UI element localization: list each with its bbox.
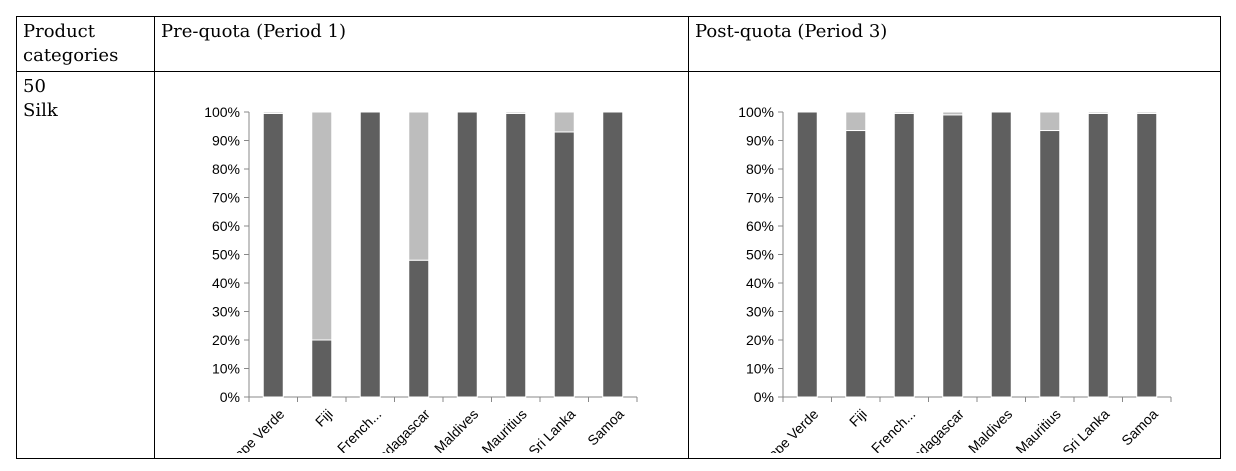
bar-segment-dark [602, 111, 624, 398]
y-tick-label: 0% [754, 389, 774, 405]
bar-segment-light [408, 111, 430, 261]
header-product-line1: Product [23, 21, 95, 42]
bar-segment-light [553, 111, 575, 133]
x-category-label: Maldives [431, 406, 481, 453]
x-category-label: Sri Lanka [1059, 406, 1112, 453]
header-product-categories: Product categories [16, 16, 155, 72]
x-category-label: Mauritius [1012, 406, 1063, 453]
post-quota-chart-cell: 0% 10% 20% 30% 40% 50% 60% 70% 80% 90% 100% Cape Ve… [688, 71, 1221, 471]
bar-segment-light [845, 111, 867, 132]
x-category-label: Sri Lanka [525, 406, 578, 453]
category-code: 50 [23, 76, 46, 97]
x-category-label: Fiji [312, 406, 336, 430]
y-tick-label: 80% [746, 161, 774, 177]
x-category-label: French... [334, 406, 384, 453]
category-name: Silk [23, 100, 58, 121]
bar-segment-dark [845, 130, 867, 398]
bar-segment-dark [796, 111, 818, 398]
bar-segment-dark [893, 112, 915, 398]
x-category-label: Cape Verde [224, 406, 288, 453]
table-row: 50 Silk 0% 10% 20% 30% 40% 50% 60% 70% 80% 90% 100… [16, 71, 1221, 471]
bar-segment-light [1087, 111, 1109, 114]
pre-quota-chart-cell: 0% 10% 20% 30% 40% 50% 60% 70% 80% 90% 100% Cape Ve… [154, 71, 689, 471]
bar-segment-light [505, 111, 527, 114]
x-category-label: Mauritius [478, 406, 529, 453]
y-tick-label: 60% [212, 218, 240, 234]
bar-segment-dark [1136, 112, 1158, 398]
bar-segment-dark [505, 112, 527, 398]
header-pre-quota: Pre-quota (Period 1) [154, 16, 689, 72]
header-product-line2: categories [23, 45, 119, 66]
bar-segment-light [1039, 111, 1061, 132]
y-tick-label: 40% [746, 275, 774, 291]
bar-segment-dark [311, 339, 333, 398]
y-tick-label: 80% [212, 161, 240, 177]
pre-quota-stacked-bar-chart: 0% 10% 20% 30% 40% 50% 60% 70% 80% 90% 100% Cape Ve… [204, 104, 638, 471]
bar-segment-dark [408, 259, 430, 398]
y-tick-label: 20% [746, 332, 774, 348]
y-tick-label: 50% [212, 247, 240, 263]
x-category-label: Samoa [1118, 406, 1161, 449]
y-tick-label: 50% [746, 247, 774, 263]
bar-segment-light [1136, 111, 1158, 114]
bar-segment-light [262, 111, 284, 114]
y-tick-label: 40% [212, 275, 240, 291]
y-tick-label: 0% [220, 389, 240, 405]
y-tick-label: 90% [746, 133, 774, 149]
y-tick-label: 90% [212, 133, 240, 149]
bar-segment-dark [1087, 112, 1109, 398]
post-quota-stacked-bar-chart: 0% 10% 20% 30% 40% 50% 60% 70% 80% 90% 100% Cape Ve… [738, 104, 1172, 471]
y-tick-label: 100% [204, 104, 240, 120]
bar-segment-light [893, 111, 915, 114]
category-cell: 50 Silk [16, 71, 155, 459]
bar-segment-dark [456, 111, 478, 398]
bar-segment-dark [359, 111, 381, 398]
table-header-row: Product categories Pre-quota (Period 1) … [16, 16, 1221, 72]
y-tick-label: 30% [746, 304, 774, 320]
y-tick-label: 30% [212, 304, 240, 320]
y-tick-label: 10% [746, 361, 774, 377]
x-category-label: Maldives [965, 406, 1015, 453]
bar-segment-dark [942, 114, 964, 398]
y-tick-label: 10% [212, 361, 240, 377]
x-category-label: French... [868, 406, 918, 453]
bar-segment-dark [262, 112, 284, 398]
x-category-label: Cape Verde [758, 406, 822, 453]
product-quota-table: Product categories Pre-quota (Period 1) … [16, 16, 1221, 471]
y-tick-label: 70% [212, 190, 240, 206]
header-post-quota: Post-quota (Period 3) [688, 16, 1221, 72]
y-tick-label: 70% [746, 190, 774, 206]
x-category-label: Samoa [584, 406, 627, 449]
bar-segment-dark [990, 111, 1012, 398]
bar-segment-dark [553, 131, 575, 398]
bar-segment-light [942, 111, 964, 116]
bar-segment-light [311, 111, 333, 341]
bar-segment-dark [1039, 130, 1061, 398]
y-tick-label: 60% [746, 218, 774, 234]
y-tick-label: 100% [738, 104, 774, 120]
x-category-label: Fiji [846, 406, 870, 430]
y-tick-label: 20% [212, 332, 240, 348]
